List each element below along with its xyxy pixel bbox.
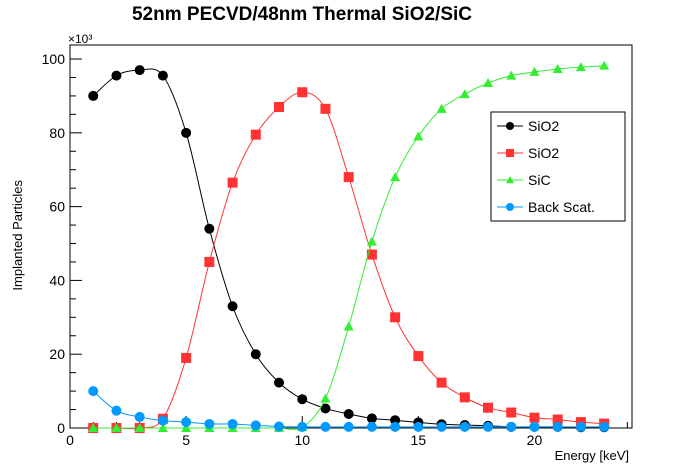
data-point [459,421,470,432]
data-point [413,131,424,141]
plot-frame [69,44,633,429]
legend-marker [506,203,514,211]
legend-label: SiO2 [528,118,559,134]
data-point [599,421,610,432]
data-point [413,351,424,362]
data-point [88,423,99,432]
data-point [111,405,122,416]
x-tick-label: 5 [182,432,190,448]
data-point [529,421,540,432]
data-point [529,66,540,76]
data-point [529,412,540,423]
data-point [320,421,331,432]
x-tick-label: 15 [411,432,427,448]
x-tick-label: 10 [294,432,310,448]
data-point [134,65,145,76]
data-point [227,418,238,429]
y-tick-label: 20 [49,346,65,362]
data-point [227,301,238,312]
data-point [274,101,285,112]
data-point [320,393,331,403]
y-tick-label: 80 [49,125,65,141]
data-point [552,414,563,425]
legend-label: SiO2 [528,145,559,161]
data-point [366,249,377,260]
data-point [157,415,168,426]
legend-marker [506,149,514,157]
data-point [343,172,354,183]
data-point [483,78,494,88]
data-point [204,256,215,267]
data-point [250,129,261,140]
data-point [552,63,563,73]
legend-marker [506,176,514,184]
x-axis-label: Energy [keV] [555,448,629,463]
data-point [157,423,168,432]
data-point [436,103,447,113]
data-point [552,421,563,432]
data-point [506,70,517,80]
data-point [320,103,331,114]
y-tick-label: 60 [49,199,65,215]
data-point [343,408,354,419]
data-point [88,386,99,397]
data-point [204,418,215,429]
x-tick-label: 20 [527,432,543,448]
data-point [297,394,308,405]
data-point [297,421,308,432]
data-point [366,236,377,246]
data-point [343,321,354,331]
data-point [575,62,586,72]
data-point [599,60,610,70]
data-point [88,90,99,101]
data-point [181,423,192,432]
data-point [181,127,192,138]
data-point [157,70,168,81]
x-tick-label: 0 [66,432,74,448]
data-point [366,421,377,432]
series-3 [88,386,610,432]
data-point [111,70,122,81]
y-tick-label: 40 [49,272,65,288]
y-axis-label: Implanted Particles [10,180,25,291]
data-point [575,421,586,432]
data-point [343,421,354,432]
data-point [204,223,215,234]
data-point [483,402,494,413]
data-point [181,352,192,363]
data-point [320,403,331,414]
data-point [134,411,145,422]
data-point [506,407,517,418]
legend-marker [506,122,514,130]
data-point [436,421,447,432]
y-tick-label: 0 [57,420,65,436]
data-point [274,421,285,432]
data-point [413,421,424,432]
data-point [250,420,261,431]
data-point [274,377,285,388]
data-point [459,392,470,403]
data-point [506,421,517,432]
data-point [366,413,377,424]
data-point [111,423,122,432]
data-point [390,172,401,182]
chart-title: 52nm PECVD/48nm Thermal SiO2/SiC [132,4,472,25]
data-point [436,377,447,388]
legend-label: SiC [528,172,551,188]
data-point [459,89,470,99]
legend: SiO2 SiO2 SiC Back Scat. [490,111,626,222]
y-multiplier: ×10³ [68,32,92,46]
data-point [390,312,401,323]
legend-label: Back Scat. [528,199,595,215]
data-point [390,421,401,432]
y-tick-label: 100 [42,51,66,67]
data-point [134,423,145,432]
data-point [297,87,308,98]
data-point [181,417,192,428]
data-point [227,177,238,188]
data-point [483,421,494,432]
data-point [250,349,261,360]
